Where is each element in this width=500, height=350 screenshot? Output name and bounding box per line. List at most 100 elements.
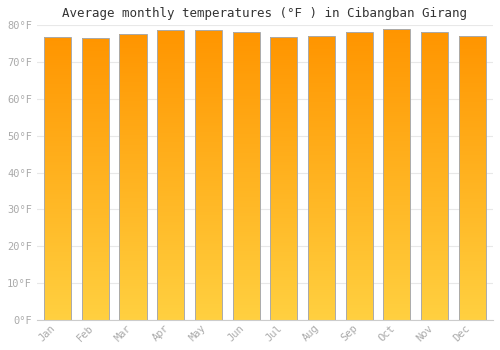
Bar [421, 49, 448, 51]
Bar [346, 149, 373, 151]
Bar [384, 287, 410, 289]
Bar [270, 194, 297, 196]
Bar [458, 144, 486, 146]
Bar [82, 79, 109, 81]
Bar [421, 133, 448, 135]
Bar [82, 153, 109, 154]
Bar [157, 83, 184, 84]
Bar [120, 40, 146, 42]
Bar [346, 155, 373, 157]
Bar [157, 100, 184, 102]
Bar [384, 180, 410, 182]
Bar [120, 135, 146, 137]
Bar [270, 252, 297, 254]
Bar [384, 83, 410, 85]
Bar [82, 196, 109, 198]
Bar [157, 200, 184, 202]
Bar [346, 222, 373, 224]
Bar [120, 257, 146, 259]
Bar [82, 141, 109, 143]
Bar [157, 243, 184, 245]
Bar [346, 170, 373, 172]
Bar [270, 292, 297, 294]
Bar [120, 76, 146, 78]
Bar [44, 152, 71, 154]
Bar [270, 228, 297, 230]
Bar [157, 173, 184, 175]
Bar [458, 149, 486, 151]
Bar [44, 273, 71, 275]
Bar [120, 153, 146, 154]
Bar [384, 136, 410, 138]
Bar [308, 312, 335, 314]
Bar [120, 44, 146, 46]
Bar [232, 111, 260, 113]
Bar [157, 279, 184, 281]
Bar [44, 84, 71, 86]
Bar [384, 199, 410, 202]
Bar [270, 37, 297, 39]
Bar [270, 97, 297, 99]
Bar [421, 53, 448, 55]
Bar [195, 53, 222, 55]
Bar [120, 38, 146, 40]
Bar [458, 274, 486, 277]
Bar [44, 305, 71, 307]
Bar [157, 241, 184, 243]
Bar [120, 229, 146, 231]
Bar [82, 303, 109, 305]
Bar [44, 99, 71, 101]
Bar [421, 316, 448, 318]
Bar [44, 137, 71, 139]
Bar [44, 56, 71, 58]
Bar [44, 103, 71, 105]
Bar [195, 93, 222, 96]
Bar [270, 295, 297, 297]
Bar [157, 254, 184, 256]
Bar [82, 58, 109, 60]
Bar [458, 36, 486, 37]
Bar [44, 156, 71, 158]
Bar [308, 219, 335, 221]
Bar [44, 284, 71, 286]
Bar [384, 231, 410, 233]
Bar [44, 246, 71, 248]
Bar [458, 305, 486, 307]
Bar [44, 216, 71, 218]
Bar [44, 167, 71, 169]
Bar [421, 124, 448, 126]
Bar [82, 232, 109, 233]
Bar [120, 202, 146, 204]
Bar [308, 254, 335, 256]
Bar [120, 292, 146, 293]
Bar [458, 229, 486, 231]
Bar [458, 52, 486, 55]
Bar [82, 239, 109, 241]
Bar [82, 173, 109, 175]
Bar [232, 218, 260, 220]
Bar [195, 287, 222, 289]
Bar [195, 318, 222, 320]
Bar [157, 113, 184, 116]
Bar [384, 237, 410, 238]
Bar [120, 61, 146, 63]
Bar [308, 128, 335, 131]
Bar [120, 75, 146, 76]
Bar [120, 286, 146, 288]
Bar [384, 240, 410, 242]
Bar [232, 38, 260, 40]
Bar [384, 153, 410, 155]
Bar [270, 290, 297, 292]
Bar [458, 248, 486, 250]
Bar [384, 106, 410, 108]
Bar [270, 50, 297, 52]
Bar [232, 50, 260, 51]
Bar [44, 180, 71, 182]
Bar [308, 37, 335, 40]
Bar [270, 122, 297, 124]
Bar [270, 197, 297, 199]
Bar [82, 132, 109, 134]
Bar [346, 105, 373, 107]
Bar [44, 254, 71, 256]
Bar [346, 57, 373, 59]
